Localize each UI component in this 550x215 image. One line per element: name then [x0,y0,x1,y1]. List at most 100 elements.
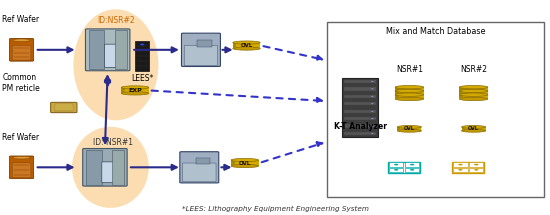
FancyBboxPatch shape [82,149,127,186]
Ellipse shape [233,41,260,44]
Bar [459,91,488,95]
Text: LEES*: LEES* [131,74,153,83]
FancyBboxPatch shape [12,45,31,60]
Bar [397,127,400,131]
Bar [122,88,125,93]
Bar [89,30,104,69]
Text: *LEES: Lithography Equipment Engineering System: *LEES: Lithography Equipment Engineering… [182,206,368,212]
Bar [395,95,424,99]
FancyBboxPatch shape [183,163,216,182]
Bar [395,87,424,91]
Bar [196,158,210,164]
Ellipse shape [231,158,258,162]
Circle shape [474,164,478,166]
Ellipse shape [459,90,488,93]
Circle shape [371,88,373,89]
Ellipse shape [459,94,488,97]
FancyBboxPatch shape [9,38,34,61]
Ellipse shape [13,39,30,41]
Text: OVL: OVL [468,126,479,131]
Ellipse shape [459,97,488,101]
Circle shape [371,126,373,127]
Bar [395,95,399,99]
Bar [405,162,419,167]
Bar [115,30,126,69]
Text: K-T Analyzer: K-T Analyzer [334,122,387,131]
Ellipse shape [122,92,149,95]
Bar [122,88,149,93]
Bar [388,162,420,172]
Circle shape [394,164,398,166]
Text: NSR#1: NSR#1 [396,65,423,74]
Ellipse shape [461,126,486,128]
Text: NSR#2: NSR#2 [460,65,487,74]
Ellipse shape [395,89,424,93]
Bar [469,162,483,167]
Bar [231,160,258,166]
FancyBboxPatch shape [180,152,219,183]
Text: OVL: OVL [404,126,415,131]
Bar [395,87,399,91]
Bar [344,117,376,120]
Bar [461,127,465,131]
Bar [405,167,419,172]
Bar [55,104,73,111]
Bar [389,162,403,167]
Bar [112,150,124,185]
Bar [231,160,234,166]
Ellipse shape [395,94,424,97]
Ellipse shape [231,164,258,168]
Text: EXP: EXP [128,88,142,93]
Bar [452,162,484,172]
Bar [459,91,463,95]
Text: Ref Wafer: Ref Wafer [2,133,40,142]
Bar [459,87,463,91]
Ellipse shape [395,90,424,93]
Bar [461,127,486,131]
Text: ID:NSR#2: ID:NSR#2 [97,16,135,25]
Bar [469,167,483,172]
Circle shape [410,169,414,171]
Bar [397,127,421,131]
Bar [344,102,376,106]
Ellipse shape [73,9,158,120]
Ellipse shape [397,129,421,132]
Bar [389,167,403,172]
Circle shape [371,81,373,82]
Ellipse shape [459,93,488,96]
FancyBboxPatch shape [85,29,130,71]
Text: OVL: OVL [239,161,251,166]
Bar [395,91,424,95]
Circle shape [140,44,145,45]
Ellipse shape [459,86,488,89]
Bar [459,95,488,99]
FancyBboxPatch shape [102,162,119,183]
Bar [344,95,376,98]
Text: Common: Common [2,73,36,82]
Ellipse shape [122,86,149,89]
Text: Mix and Match Database: Mix and Match Database [386,27,485,36]
Bar [395,91,399,95]
Circle shape [371,133,373,134]
Circle shape [410,164,414,166]
Bar [459,95,463,99]
Ellipse shape [395,97,424,101]
FancyBboxPatch shape [182,33,221,66]
Bar [344,132,376,135]
Ellipse shape [233,47,260,50]
Bar [459,87,488,91]
Circle shape [371,111,373,112]
Ellipse shape [459,89,488,93]
Bar [327,22,544,197]
Text: OVL: OVL [240,43,252,48]
Circle shape [371,118,373,119]
Bar [344,109,376,113]
Bar [344,124,376,128]
Bar [344,80,376,83]
Bar [453,162,468,167]
FancyBboxPatch shape [184,45,218,65]
Circle shape [458,164,463,166]
Bar [342,78,378,137]
Bar [197,40,212,47]
FancyBboxPatch shape [51,102,77,113]
